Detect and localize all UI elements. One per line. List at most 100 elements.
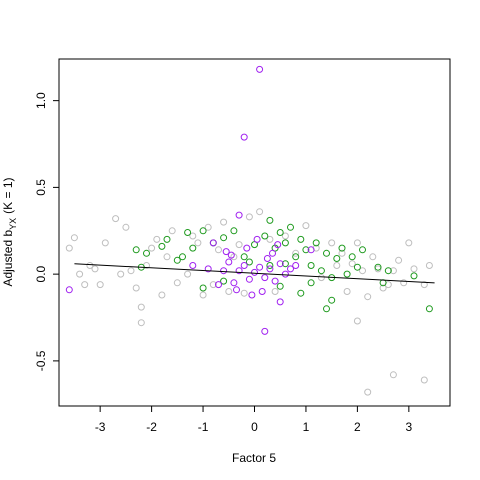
y-tick-label: 0.5 <box>34 179 48 196</box>
purple-point <box>258 288 266 295</box>
green-point <box>338 244 346 252</box>
purple-point <box>263 255 271 262</box>
gray-point <box>343 288 351 295</box>
green-point <box>333 255 341 262</box>
x-tick-label: -3 <box>95 420 106 434</box>
green-point <box>230 227 238 235</box>
green-point <box>266 216 274 224</box>
gray-point <box>112 215 120 223</box>
y-tick-label: 1.0 <box>34 92 48 109</box>
gray-point <box>168 227 176 235</box>
x-axis: -3 -2 -1 0 1 2 3 <box>95 406 412 434</box>
purple-point <box>245 275 253 283</box>
green-point <box>220 234 228 242</box>
green-point <box>143 249 150 257</box>
purple-point <box>261 274 269 282</box>
purple-point <box>225 258 233 266</box>
green-point <box>323 305 330 313</box>
gray-point <box>256 208 264 216</box>
purple-point <box>233 286 240 294</box>
purple-point <box>256 65 264 73</box>
gray-point <box>148 244 156 252</box>
gray-point <box>369 253 377 261</box>
gray-point <box>158 291 166 299</box>
gray-point <box>389 371 397 379</box>
gray-point <box>317 274 325 282</box>
y-axis-title-main: Adjusted b <box>1 230 15 287</box>
green-point <box>245 258 253 266</box>
green-point <box>276 229 284 236</box>
purple-point <box>276 298 284 306</box>
x-tick-label: -2 <box>146 420 157 434</box>
green-point <box>425 305 433 313</box>
gray-point <box>235 241 243 249</box>
purple-point <box>292 262 300 269</box>
green-point <box>302 246 310 254</box>
green-point <box>132 246 140 254</box>
gray-point <box>271 288 279 295</box>
gray-point <box>364 293 372 301</box>
gray-point <box>163 253 171 261</box>
y-tick-label: 0.0 <box>34 265 48 282</box>
gray-point <box>379 284 387 292</box>
green-point <box>297 289 305 297</box>
gray-point <box>215 246 222 254</box>
gray-point <box>65 244 73 252</box>
gray-point <box>292 249 300 257</box>
gray-point <box>132 284 140 292</box>
purple-point <box>269 249 276 257</box>
green-point <box>266 262 274 269</box>
gray-point <box>96 281 104 289</box>
points-layer <box>65 65 433 396</box>
purple-point <box>251 268 258 276</box>
y-axis-title-subscript: YX <box>8 218 18 230</box>
purple-point <box>235 211 243 219</box>
gray-point <box>70 234 78 242</box>
green-point <box>276 282 284 290</box>
gray-point <box>359 267 366 275</box>
gray-point <box>420 376 428 384</box>
green-point <box>374 263 382 271</box>
green-point <box>179 253 186 261</box>
purple-point <box>276 260 284 268</box>
green-point <box>348 253 356 261</box>
y-tick-label: -0.5 <box>34 350 48 371</box>
purple-point <box>215 281 222 289</box>
purple-point <box>204 265 212 273</box>
gray-point <box>184 270 192 278</box>
green-point <box>307 262 315 269</box>
purple-point <box>240 133 248 141</box>
gray-point <box>220 218 228 226</box>
purple-point <box>240 262 248 269</box>
gray-point <box>204 223 212 231</box>
y-axis-title: Adjusted bYX (K = 1) <box>1 177 18 286</box>
gray-point <box>333 262 341 269</box>
green-point <box>353 263 361 271</box>
gray-point <box>127 267 135 275</box>
x-tick-label: 1 <box>303 420 310 434</box>
green-point <box>343 270 351 278</box>
gray-point <box>137 303 145 311</box>
gray-point <box>225 288 233 295</box>
gray-point <box>395 256 403 264</box>
gray-point <box>101 239 109 247</box>
green-point <box>297 235 305 243</box>
gray-point <box>81 281 89 289</box>
green-point <box>328 296 336 304</box>
green-point <box>199 227 207 235</box>
gray-point <box>410 265 418 273</box>
gray-point <box>328 239 336 247</box>
gray-point <box>266 235 274 243</box>
gray-point <box>281 232 289 240</box>
gray-point <box>86 262 94 269</box>
green-point <box>189 244 197 252</box>
gray-point <box>240 289 248 297</box>
purple-point <box>248 291 256 299</box>
green-point <box>307 279 315 287</box>
purple-point <box>274 241 282 249</box>
green-point <box>312 239 320 247</box>
green-point <box>359 246 366 254</box>
gray-point <box>389 267 397 275</box>
purple-point <box>209 239 217 247</box>
